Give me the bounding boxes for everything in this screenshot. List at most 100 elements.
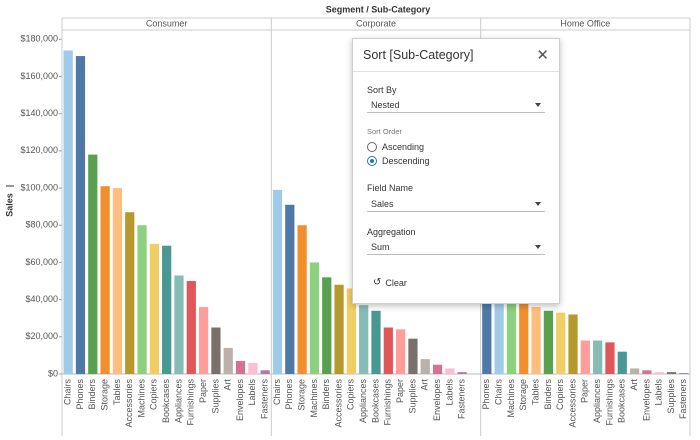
- y-tick-label: $80,000: [25, 220, 58, 230]
- bar: [568, 314, 578, 374]
- x-tick-label: Copiers: [555, 379, 565, 411]
- x-tick-label: Chairs: [494, 379, 504, 406]
- x-tick-label: Machines: [309, 379, 319, 418]
- bar: [260, 370, 270, 374]
- bar: [149, 243, 159, 374]
- bar: [309, 262, 320, 374]
- x-tick-label: Fasteners: [678, 379, 688, 420]
- y-axis-title: Sales: [4, 193, 14, 217]
- bar: [334, 284, 344, 374]
- dropdown-value: Sales: [371, 198, 394, 209]
- x-tick-label: Labels: [444, 379, 454, 406]
- bar: [248, 362, 258, 374]
- bar: [322, 277, 332, 374]
- x-tick-label: Furnishings: [383, 379, 393, 426]
- x-tick-label: Supplies: [210, 379, 220, 414]
- bar: [605, 342, 615, 374]
- y-tick-label: $120,000: [20, 145, 58, 155]
- x-tick-label: Chairs: [272, 379, 282, 406]
- y-tick-label: $100,000: [20, 182, 58, 192]
- bar: [63, 50, 73, 375]
- x-tick-label: Fasteners: [260, 379, 270, 420]
- bar: [408, 338, 418, 374]
- x-tick-label: Accessories: [567, 379, 577, 428]
- x-tick-label: Fasteners: [457, 379, 467, 420]
- sort-dialog: Sort [Sub-Category] ✕ Sort By Nested Sort…: [352, 38, 560, 304]
- dropdown-value: Nested: [371, 99, 400, 110]
- x-tick-label: Copiers: [149, 379, 159, 411]
- y-tick-label: $20,000: [25, 331, 58, 341]
- radio-ascending[interactable]: Ascending: [367, 142, 424, 152]
- bar: [285, 204, 295, 374]
- bar: [88, 154, 98, 374]
- bar: [112, 188, 123, 374]
- sort-by-dropdown[interactable]: Nested: [367, 97, 545, 113]
- bar: [125, 212, 135, 374]
- radio-label: Descending: [382, 156, 430, 166]
- x-tick-label: Furnishings: [186, 379, 196, 426]
- bar: [642, 370, 652, 374]
- bar: [211, 327, 221, 374]
- bar: [457, 372, 467, 374]
- bar: [531, 307, 541, 374]
- x-tick-label: Storage: [518, 379, 528, 411]
- bar: [580, 340, 590, 374]
- x-tick-label: Tables: [112, 379, 122, 406]
- x-tick-label: Copiers: [346, 379, 356, 411]
- x-tick-label: Tables: [530, 379, 540, 406]
- bar: [198, 307, 209, 374]
- x-tick-label: Envelopes: [235, 379, 245, 422]
- aggregation-dropdown[interactable]: Sum: [367, 239, 545, 255]
- bar: [445, 368, 455, 374]
- dialog-title: Sort [Sub-Category]: [363, 48, 474, 62]
- bar: [235, 360, 246, 374]
- radio-descending[interactable]: Descending: [367, 156, 430, 166]
- bar: [482, 262, 492, 374]
- close-button[interactable]: ✕: [536, 47, 549, 64]
- bar: [519, 295, 529, 374]
- x-tick-label: Labels: [247, 379, 257, 406]
- x-tick-label: Phones: [284, 379, 294, 410]
- bar: [297, 225, 307, 374]
- x-tick-label: Bookcases: [161, 379, 171, 424]
- y-tick-label: $180,000: [20, 34, 58, 44]
- bar: [174, 275, 184, 374]
- x-tick-label: Furnishings: [604, 379, 614, 426]
- x-tick-label: Accessories: [124, 379, 134, 428]
- bar: [593, 340, 603, 374]
- x-tick-label: Appliances: [358, 379, 368, 424]
- x-tick-label: Binders: [543, 379, 553, 410]
- bar: [162, 245, 172, 374]
- bar: [346, 288, 356, 374]
- y-tick-label: $40,000: [25, 294, 58, 304]
- x-tick-label: Art: [223, 379, 233, 391]
- x-tick-label: Binders: [321, 379, 331, 410]
- x-tick-label: Machines: [136, 379, 146, 418]
- x-tick-label: Appliances: [173, 379, 183, 424]
- x-tick-label: Storage: [296, 379, 306, 411]
- label: Field Name: [367, 183, 414, 193]
- x-tick-label: Envelopes: [432, 379, 442, 422]
- bar: [75, 56, 86, 374]
- x-tick-label: Appliances: [592, 379, 602, 424]
- x-tick-label: Paper: [198, 379, 208, 403]
- x-tick-label: Paper: [395, 379, 405, 403]
- bar: [100, 186, 110, 374]
- x-tick-label: Storage: [99, 379, 109, 411]
- header-title: Segment / Sub-Category: [326, 4, 431, 14]
- x-tick-label: Supplies: [666, 379, 676, 414]
- field-dropdown[interactable]: Sales: [367, 196, 545, 212]
- bar: [679, 373, 689, 374]
- bar: [629, 368, 640, 374]
- bar: [359, 305, 369, 374]
- clear-button[interactable]: ↺ Clear: [373, 277, 407, 288]
- y-tick-label: $140,000: [20, 108, 58, 118]
- x-tick-label: Art: [420, 379, 430, 391]
- panel-header: Home Office: [560, 18, 610, 28]
- bar: [666, 372, 677, 374]
- x-tick-label: Accessories: [333, 379, 343, 428]
- panel-header: Corporate: [356, 18, 396, 28]
- x-tick-label: Bookcases: [617, 379, 627, 424]
- x-tick-label: Phones: [481, 379, 491, 410]
- label: Sort By: [367, 85, 397, 95]
